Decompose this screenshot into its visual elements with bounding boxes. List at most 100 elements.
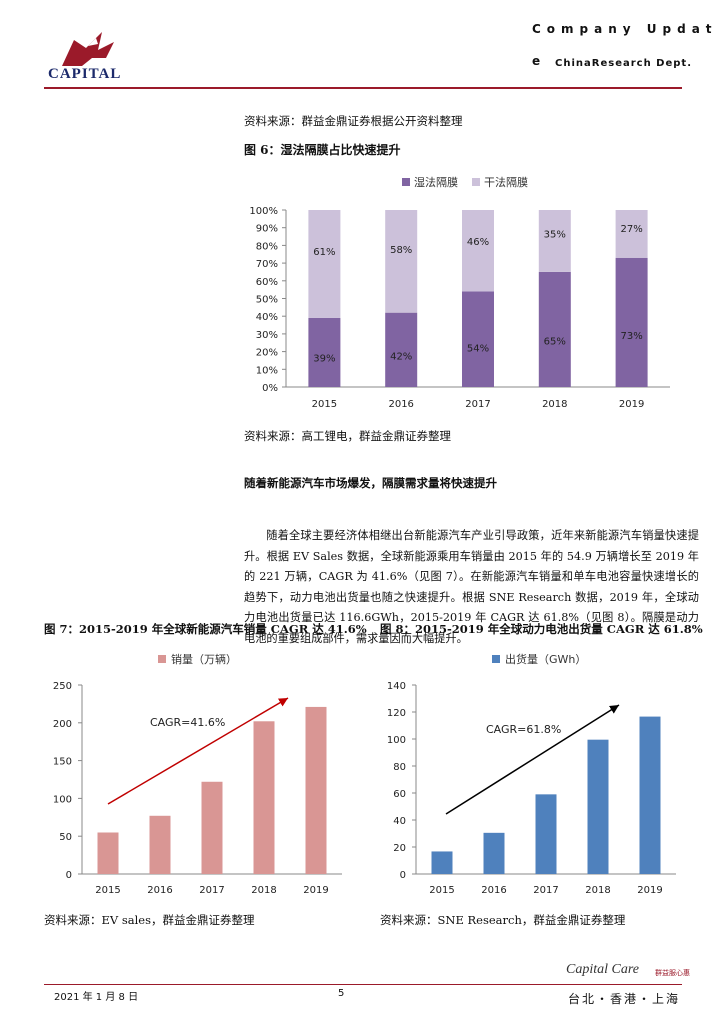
section-heading: 随着新能源汽车市场爆发，隔膜需求量将快速提升 [244,476,497,490]
y-tick-label: 40 [393,816,406,827]
header-rule [44,87,682,89]
body-paragraph-text: 随着全球主要经济体相继出台新能源汽车产业引导政策，近年来新能源汽车销量快速提升。… [244,529,699,645]
x-tick-label: 2017 [199,885,224,896]
x-tick-label: 2016 [481,885,506,896]
header-title: Company Updat [532,22,718,36]
fig6-source: 资料来源：高工锂电，群益金鼎证券整理 [244,429,451,443]
bar [253,721,275,874]
bar [201,781,223,874]
legend-swatch [158,655,166,663]
source-top: 资料来源：群益金鼎证券根据公开资料整理 [244,114,463,128]
bar [535,794,557,874]
data-label: 46% [467,237,489,248]
y-tick-label: 60 [393,789,406,800]
y-tick-label: 40% [256,312,278,323]
bar-segment [462,210,494,292]
x-tick-label: 2019 [619,399,644,410]
logo-bird-icon [62,32,114,66]
y-tick-label: 80% [256,241,278,252]
page-number: 5 [338,988,345,999]
bar [97,832,119,874]
y-tick-label: 140 [387,681,406,692]
y-tick-label: 50% [256,295,278,306]
cagr-annotation: CAGR=61.8% [486,723,561,736]
bar-segment [615,257,648,387]
trend-arrow [107,697,289,805]
data-label: 73% [620,331,642,342]
fig7-caption: 图 7：2015-2019 年全球新能源汽车销量 CAGR 达 41.6% [44,622,367,636]
y-tick-label: 0% [262,383,278,394]
bar [431,851,453,874]
x-tick-label: 2017 [533,885,558,896]
data-label: 58% [390,245,412,256]
body-paragraph: 随着全球主要经济体相继出台新能源汽车产业引导政策，近年来新能源汽车销量快速提升。… [244,526,699,649]
fig7-chart: 销量（万辆） 0 50 100 150 200 250 2015 2016 2017 2018 201… [53,652,342,896]
x-tick-label: 2019 [637,885,662,896]
y-tick-label: 30% [256,330,278,341]
footer-rule [44,984,682,985]
data-label: 54% [467,344,489,355]
y-tick-label: 10% [256,365,278,376]
y-tick-label: 0 [66,870,72,881]
y-tick-label: 70% [256,259,278,270]
data-label: 27% [620,224,642,235]
x-tick-label: 2017 [465,399,490,410]
data-label: 65% [544,336,566,347]
trend-arrow [445,704,620,815]
y-tick-label: 100% [249,206,278,217]
bar-segment [615,210,648,258]
y-tick-label: 100 [53,794,72,805]
y-tick-label: 60% [256,277,278,288]
x-tick-label: 2015 [312,399,337,410]
legend-swatch [472,178,480,186]
x-tick-label: 2018 [542,399,567,410]
fig8-source: 资料来源：SNE Research，群益金鼎证券整理 [380,913,626,927]
data-label: 42% [390,351,412,362]
legend-swatch [492,655,500,663]
x-tick-label: 2016 [147,885,172,896]
y-tick-label: 100 [387,735,406,746]
fig6-caption: 图 6：湿法隔膜占比快速提升 [244,143,401,157]
bar [305,706,327,874]
data-label: 39% [313,353,335,364]
bar [639,716,661,874]
fig8-chart: 出货量（GWh） 0 20 40 60 80 100 120 140 2015 2016 2017 20… [387,652,676,896]
legend-label: 出货量（GWh） [505,652,586,666]
y-tick-label: 0 [400,870,406,881]
y-tick-label: 200 [53,719,72,730]
footer-brand-cn: 群益服心惠 [655,969,690,977]
bar-segment [538,210,571,272]
fig6-chart: 湿法隔膜 干法隔膜 0% 10% 20% 30% 40% 50% 60% 70% 80% 90% 100… [249,175,670,410]
bar-segment [308,210,341,318]
bar-segment [538,271,571,387]
fig8-caption: 图 8：2015-2019 年全球动力电池出货量 CAGR 达 61.8% [380,622,703,636]
logo-text: CAPITAL [48,66,122,82]
y-tick-label: 250 [53,681,72,692]
header-dept: ChinaResearch Dept. [555,58,692,69]
y-tick-label: 80 [393,762,406,773]
bar [149,815,171,874]
bar-segment [385,312,418,387]
footer-date: 2021 年 1 月 8 日 [54,992,139,1003]
y-tick-label: 120 [387,708,406,719]
cagr-annotation: CAGR=41.6% [150,716,225,729]
x-tick-label: 2018 [251,885,276,896]
footer-cities: 台北・香港・上海 [568,992,681,1006]
legend-swatch [402,178,410,186]
x-tick-label: 2016 [388,399,413,410]
x-tick-label: 2015 [95,885,120,896]
bar-segment [385,210,418,313]
y-tick-label: 90% [256,224,278,235]
data-label: 35% [544,230,566,241]
x-tick-label: 2019 [303,885,328,896]
x-tick-label: 2018 [585,885,610,896]
y-tick-label: 50 [59,832,72,843]
x-tick-label: 2015 [429,885,454,896]
legend-label: 销量（万辆） [171,652,237,666]
data-label: 61% [313,247,335,258]
legend-label: 干法隔膜 [484,175,528,189]
y-tick-label: 20 [393,843,406,854]
bar [587,739,609,874]
y-tick-label: 20% [256,348,278,359]
bar-segment [308,317,341,387]
